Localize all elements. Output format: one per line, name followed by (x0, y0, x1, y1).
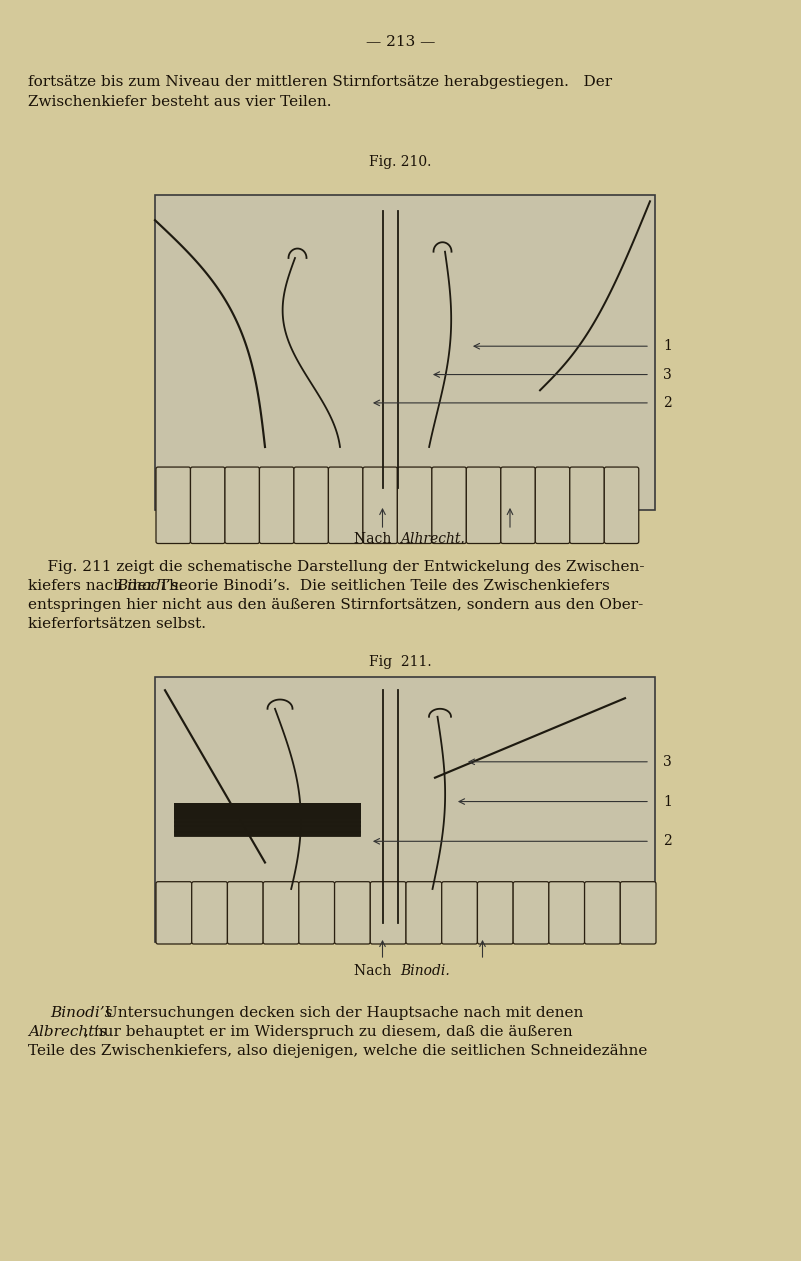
FancyBboxPatch shape (549, 881, 585, 944)
FancyBboxPatch shape (406, 881, 441, 944)
Text: fortsätze bis zum Niveau der mittleren Stirnfortsätze herabgestiegen.   Der: fortsätze bis zum Niveau der mittleren S… (28, 74, 612, 90)
Text: Albrecht’s: Albrecht’s (28, 1025, 107, 1039)
Text: 1: 1 (663, 339, 672, 353)
FancyBboxPatch shape (370, 881, 406, 944)
Text: 2: 2 (663, 835, 672, 849)
Text: Nach: Nach (354, 532, 400, 546)
Text: Binodi’s.: Binodi’s. (117, 579, 184, 593)
FancyBboxPatch shape (570, 467, 604, 543)
FancyBboxPatch shape (585, 881, 620, 944)
FancyBboxPatch shape (535, 467, 570, 543)
Text: Teile des Zwischenkiefers, also diejenigen, welche die seitlichen Schneidezähne: Teile des Zwischenkiefers, also diejenig… (28, 1044, 647, 1058)
FancyBboxPatch shape (620, 881, 656, 944)
Text: Fig. 210.: Fig. 210. (369, 155, 432, 169)
Text: Fig. 211 zeigt die schematische Darstellung der Entwickelung des Zwischen-: Fig. 211 zeigt die schematische Darstell… (28, 560, 645, 574)
FancyBboxPatch shape (432, 467, 466, 543)
FancyBboxPatch shape (397, 467, 432, 543)
FancyBboxPatch shape (264, 881, 299, 944)
FancyBboxPatch shape (260, 467, 294, 543)
Text: Alhrecht.: Alhrecht. (400, 532, 465, 546)
Text: kieferfortsätzen selbst.: kieferfortsätzen selbst. (28, 617, 206, 630)
FancyBboxPatch shape (156, 881, 191, 944)
Text: 2: 2 (663, 396, 672, 410)
Text: Fig  211.: Fig 211. (369, 654, 432, 670)
FancyBboxPatch shape (501, 467, 535, 543)
FancyBboxPatch shape (299, 881, 335, 944)
FancyBboxPatch shape (477, 881, 513, 944)
FancyBboxPatch shape (328, 467, 363, 543)
FancyBboxPatch shape (363, 467, 397, 543)
Text: 3: 3 (663, 755, 672, 769)
FancyBboxPatch shape (335, 881, 370, 944)
Text: — 213 —: — 213 — (366, 35, 435, 49)
Text: Zwischenkiefer besteht aus vier Teilen.: Zwischenkiefer besteht aus vier Teilen. (28, 95, 332, 108)
FancyBboxPatch shape (466, 467, 501, 543)
Bar (155, 195, 655, 509)
FancyBboxPatch shape (294, 467, 328, 543)
FancyBboxPatch shape (227, 881, 264, 944)
FancyBboxPatch shape (225, 467, 260, 543)
FancyBboxPatch shape (191, 467, 225, 543)
FancyBboxPatch shape (441, 881, 477, 944)
FancyBboxPatch shape (513, 881, 549, 944)
Text: Nach: Nach (354, 963, 400, 979)
Text: 1: 1 (663, 794, 672, 808)
Text: 3: 3 (663, 367, 672, 382)
FancyBboxPatch shape (156, 467, 191, 543)
Text: Binodi.: Binodi. (400, 963, 450, 979)
Text: kiefers nach der Theorie Binodi’s.  Die seitlichen Teile des Zwischenkiefers: kiefers nach der Theorie Binodi’s. Die s… (28, 579, 610, 593)
Text: Untersuchungen decken sich der Hauptsache nach mit denen: Untersuchungen decken sich der Hauptsach… (100, 1006, 583, 1020)
FancyBboxPatch shape (191, 881, 227, 944)
FancyBboxPatch shape (604, 467, 638, 543)
Text: , nur behauptet er im Widerspruch zu diesem, daß die äußeren: , nur behauptet er im Widerspruch zu die… (84, 1025, 573, 1039)
Text: entspringen hier nicht aus den äußeren Stirnfortsätzen, sondern aus den Ober-: entspringen hier nicht aus den äußeren S… (28, 598, 643, 612)
Bar (155, 677, 655, 942)
Text: Binodi’s: Binodi’s (50, 1006, 112, 1020)
